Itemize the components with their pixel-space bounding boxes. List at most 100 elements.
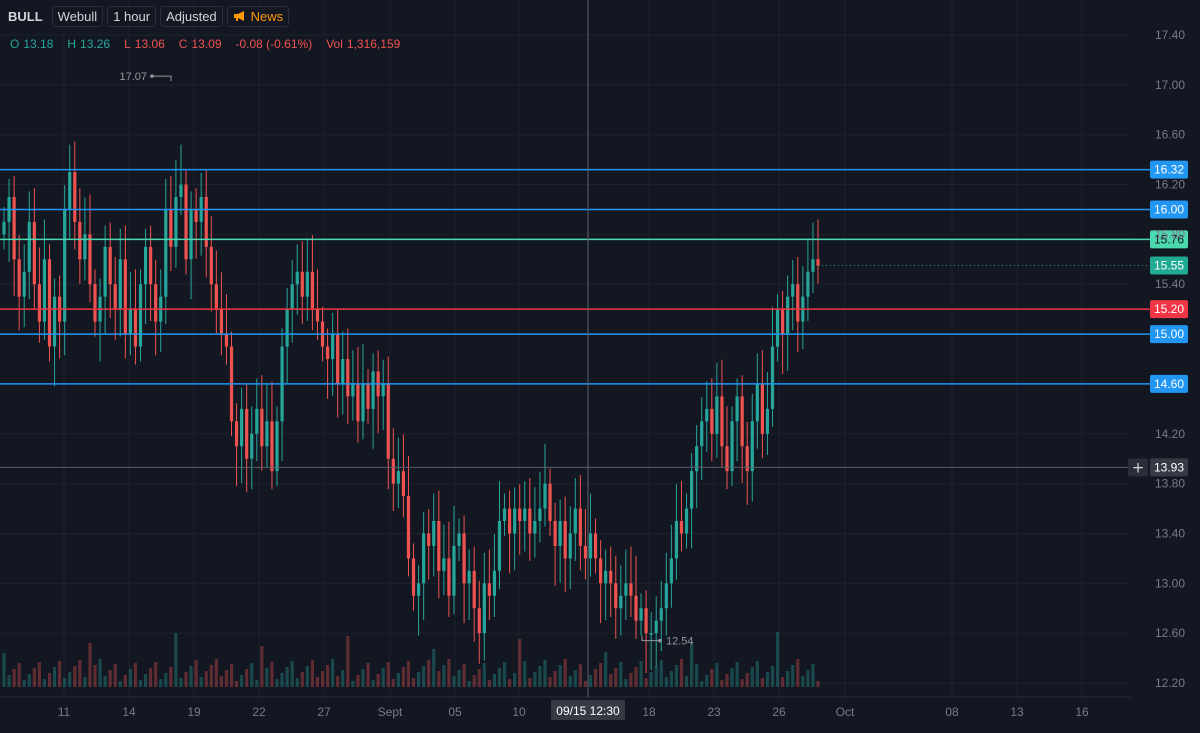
- candle: [7, 178, 11, 262]
- interval-button[interactable]: 1 hour: [107, 5, 157, 27]
- time-tick-label: 13: [1010, 705, 1024, 719]
- candle: [457, 518, 461, 561]
- time-tick-label: 18: [642, 705, 656, 719]
- volume-bar: [649, 672, 653, 687]
- candle: [133, 269, 138, 365]
- candle-body: [796, 284, 800, 322]
- price-tick-label: 13.80: [1155, 477, 1185, 491]
- candle-body: [12, 197, 16, 260]
- volume-bar: [113, 664, 117, 687]
- candle: [199, 172, 203, 256]
- candle-body: [715, 396, 719, 434]
- volume-bar: [164, 673, 168, 687]
- candle-body: [487, 583, 491, 596]
- low-value: L 13.06: [124, 37, 165, 51]
- volume-bar: [128, 669, 132, 687]
- last-price-label: 15.55: [1154, 259, 1184, 273]
- candle: [422, 512, 426, 621]
- time-tick-label: 05: [448, 705, 462, 719]
- candle-body: [250, 433, 254, 459]
- volume-bar: [770, 666, 775, 687]
- candle: [705, 381, 709, 452]
- volume-bar: [639, 661, 643, 687]
- volume-bar: [816, 681, 820, 687]
- volume-bar: [806, 670, 810, 687]
- volume-bar: [801, 676, 805, 687]
- candle: [452, 506, 456, 614]
- candle: [416, 565, 421, 636]
- candle: [482, 552, 486, 661]
- volume-bar: [760, 678, 764, 687]
- volume-bar: [502, 662, 507, 687]
- volume-bar: [548, 677, 552, 687]
- candle: [260, 375, 264, 471]
- candle: [169, 175, 173, 272]
- open-value: O 13.18: [10, 37, 54, 51]
- candle-body: [285, 309, 289, 347]
- candle-body: [123, 259, 127, 335]
- candle-body: [37, 284, 41, 322]
- volume-bar: [659, 660, 663, 687]
- candle-body: [260, 408, 264, 447]
- crosshair: +13.93 09/15 12:30: [0, 0, 1188, 720]
- candle-body: [224, 334, 229, 347]
- price-level-label: 16.00: [1154, 202, 1184, 216]
- candle: [664, 552, 668, 636]
- candle-body: [593, 533, 598, 559]
- candle: [781, 291, 785, 374]
- candle-body: [83, 234, 87, 260]
- candle-body: [583, 545, 588, 559]
- candle: [315, 269, 320, 340]
- adjustment-button[interactable]: Adjusted: [160, 5, 223, 27]
- candle-body: [128, 309, 132, 335]
- time-tick-label: 16: [1075, 705, 1089, 719]
- candle: [568, 506, 572, 589]
- candle: [275, 406, 279, 487]
- candle-body: [42, 259, 47, 322]
- volume-bar: [447, 659, 451, 687]
- candle: [179, 144, 183, 216]
- volume-bar: [260, 646, 264, 687]
- volume-bar: [209, 665, 213, 687]
- candle: [553, 502, 557, 586]
- candle-body: [209, 246, 213, 285]
- candle: [290, 259, 294, 343]
- candle-body: [740, 396, 744, 447]
- candle: [37, 247, 41, 343]
- crosshair-time-label: 09/15 12:30: [556, 704, 620, 718]
- add-level-button: [1128, 458, 1148, 477]
- volume-bar: [452, 676, 456, 687]
- candle: [765, 372, 770, 455]
- candle: [376, 350, 380, 434]
- volume-bar: [351, 681, 355, 687]
- candle-body: [68, 172, 72, 210]
- volume-bar: [492, 674, 497, 687]
- symbol-label[interactable]: BULL: [4, 6, 48, 26]
- price-tick-label: 17.40: [1155, 28, 1185, 42]
- volume-bar: [52, 667, 57, 687]
- volume-bar: [558, 665, 562, 687]
- volume-bar: [609, 674, 613, 687]
- candle: [533, 487, 537, 558]
- candle: [760, 350, 764, 459]
- exchange-label[interactable]: Webull: [51, 5, 104, 27]
- candle-body: [346, 359, 350, 397]
- megaphone-icon: [233, 11, 244, 21]
- candle-body: [27, 221, 31, 272]
- volume-bar: [619, 662, 623, 687]
- candle: [12, 175, 16, 297]
- low-marker-label: 12.54: [666, 636, 694, 648]
- volume-bar: [533, 672, 537, 687]
- news-button[interactable]: News: [226, 5, 290, 27]
- volume-bar: [27, 674, 31, 687]
- volume-bar: [518, 639, 522, 687]
- volume-bar: [194, 660, 198, 687]
- candle: [740, 375, 744, 483]
- high-marker-line: [152, 75, 172, 82]
- volume-bar: [68, 672, 72, 687]
- candle: [573, 478, 577, 561]
- candle-body: [624, 583, 628, 596]
- volume-bar: [583, 681, 588, 687]
- candle-body: [791, 284, 795, 297]
